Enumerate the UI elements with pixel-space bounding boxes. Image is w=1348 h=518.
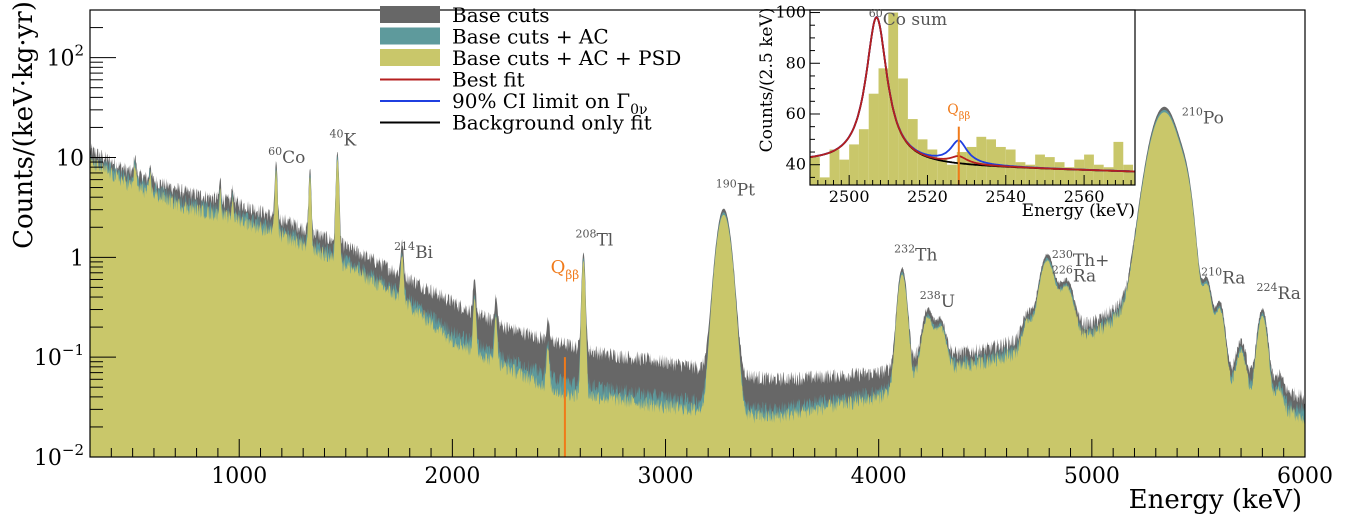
inset-qbb-label: Qββ	[947, 102, 970, 122]
inset-y-tick-label-1: 60	[786, 104, 806, 123]
inset-bar	[947, 164, 957, 185]
inset-histogram	[810, 12, 1135, 185]
y-axis-title: Counts/(keV·kg·yr)	[9, 1, 39, 249]
legend-label-5: Background only fit	[452, 111, 652, 135]
peak-label-3: 208Tl	[575, 227, 613, 250]
y-tick-label-1: 10−1	[34, 341, 84, 371]
x-axis-title: Energy (keV)	[1129, 485, 1302, 515]
inset-bar	[937, 159, 948, 185]
y-tick-label-4: 102	[46, 42, 84, 72]
main-axes: 1000 2000 3000 4000 5000 6000 10−2 10−1 1 10 102	[34, 9, 1333, 489]
inset-x-tick-label-0: 2500	[829, 187, 870, 206]
inset-bar	[849, 144, 859, 185]
inset-x-tick-label-2: 2540	[985, 187, 1026, 206]
legend-label-2: Base cuts + AC + PSD	[452, 46, 681, 70]
series-area-3	[90, 112, 1305, 457]
inset-bar	[829, 149, 840, 185]
inset-bar	[898, 78, 908, 185]
inset-fit-curves	[810, 15, 1135, 185]
x-tick-label-3: 4000	[851, 464, 907, 489]
spectrum-areas	[90, 106, 1305, 457]
peak-label-11: 224Ra	[1257, 281, 1301, 304]
inset-bar	[1103, 167, 1114, 185]
peak-label-10: 210Ra	[1201, 265, 1245, 288]
inset-y-axis-title: Counts/(2.5 keV)	[757, 8, 777, 153]
inset-peak-label: 60Co sum	[869, 7, 947, 30]
inset-curve-0	[810, 16, 1135, 173]
peak-label-9: 210Po	[1182, 105, 1224, 128]
inset-y-tick-label-0: 40	[786, 155, 806, 174]
inset-x-tick-label-3: 2560	[1064, 187, 1105, 206]
inset-bar	[1015, 162, 1026, 185]
inset-bar	[839, 159, 850, 185]
inset-bar	[819, 177, 830, 185]
inset-bar	[907, 119, 918, 185]
peak-labels: 60Co 40K 214Bi 208Tl 190Pt 232Th 238U 230Th+226…	[268, 105, 1301, 312]
inset-axes: 2500 2520 2540 2560 40 60 80 100 Qββ 60Co sum	[775, 3, 1136, 206]
qbb-label: Qββ	[551, 257, 580, 282]
legend-swatch-0	[380, 6, 440, 23]
inset-bar	[917, 139, 928, 185]
inset-bar	[1133, 172, 1135, 185]
inset-bar	[1035, 154, 1045, 185]
peak-label-0: 60Co	[268, 145, 305, 168]
peak-label-1: 40K	[329, 128, 356, 151]
inset-bar	[868, 93, 879, 185]
inset-bar	[1044, 157, 1055, 185]
inset-bar	[858, 129, 869, 185]
legend-label-1: Base cuts + AC	[452, 25, 609, 49]
inset-bar	[966, 146, 977, 185]
inset-bar	[810, 157, 820, 185]
peak-label-8: 226Ra	[1052, 264, 1096, 287]
x-tick-label-0: 1000	[211, 464, 267, 489]
plot-frame	[89, 9, 1306, 458]
peak-label-4: 190Pt	[716, 177, 755, 200]
inset-bar	[927, 149, 938, 185]
inset-y-tick-label-2: 80	[786, 53, 806, 72]
inset-frame	[809, 9, 1136, 186]
x-tick-label-2: 3000	[638, 464, 694, 489]
inset-bar	[1054, 162, 1065, 185]
inset-bar	[1113, 141, 1124, 185]
peak-label-5: 232Th	[894, 242, 937, 265]
inset-bar	[1074, 159, 1085, 185]
inset-bar	[1093, 164, 1104, 185]
legend-swatch-2	[380, 49, 440, 66]
inset-bar	[1025, 164, 1036, 185]
y-tick-label-2: 1	[70, 246, 84, 271]
inset-x-axis-title: Energy (keV)	[1022, 201, 1135, 221]
legend-label-3: Best fit	[452, 68, 525, 92]
inset-y-tick-label-3: 100	[775, 3, 806, 22]
x-tick-label-1: 2000	[424, 464, 480, 489]
x-tick-label-4: 5000	[1064, 464, 1120, 489]
inset-x-tick-label-1: 2520	[907, 187, 948, 206]
inset-bar	[956, 152, 967, 185]
legend-swatch-1	[380, 27, 440, 45]
x-tick-label-5: 6000	[1277, 464, 1333, 489]
peak-label-7: 230Th+	[1052, 248, 1110, 271]
peak-label-2: 214Bi	[394, 240, 433, 263]
peak-label-6: 238U	[920, 289, 955, 312]
y-tick-label-3: 10	[56, 146, 84, 171]
inset-bar	[878, 68, 889, 185]
inset-bar	[1064, 167, 1075, 185]
legend-label-4: 90% CI limit on Γ0ν	[452, 89, 648, 118]
inset-bar	[888, 12, 899, 185]
inset-bar	[986, 139, 996, 185]
inset-bar	[1123, 164, 1134, 185]
legend-label-0: Base cuts	[452, 3, 549, 27]
y-tick-label-0: 10−2	[34, 441, 84, 471]
